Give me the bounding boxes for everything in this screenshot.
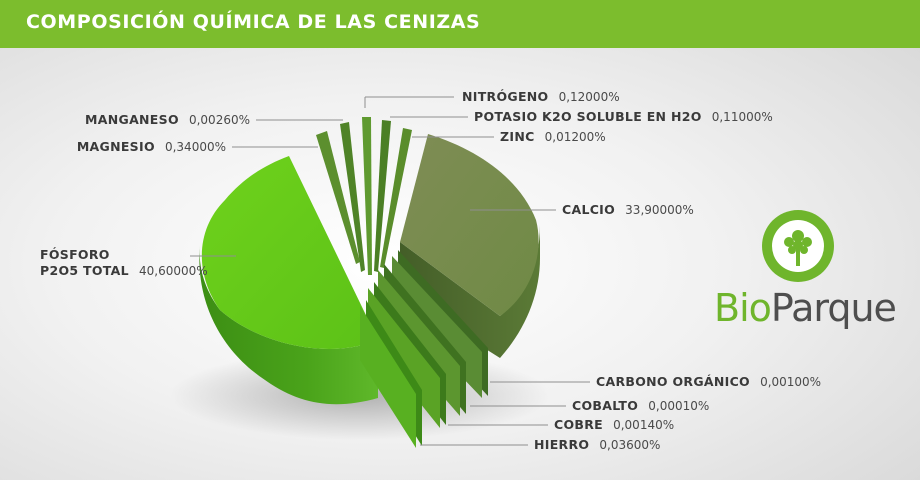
slice-calcio [400, 134, 540, 358]
label-fosforo: FÓSFORO [40, 247, 110, 262]
tree-icon [784, 230, 812, 266]
label-cobalto: COBALTO 0,00010% [572, 395, 709, 414]
leader-lines [190, 96, 590, 446]
slice-fosforo-top [201, 156, 378, 349]
thin-wedges-top [316, 117, 412, 275]
label-fosforo-line2: P2O5 TOTAL 40,60000% [40, 260, 208, 279]
label-potasio: POTASIO K2O SOLUBLE EN H2O 0,11000% [474, 106, 773, 125]
label-calcio: CALCIO 33,90000% [562, 199, 694, 218]
label-carbono: CARBONO ORGÁNICO 0,00100% [596, 371, 821, 390]
slice-manganeso [340, 122, 365, 272]
slice-fosforo [199, 156, 378, 405]
slice-calcio-top [400, 134, 539, 316]
label-nitrogeno: NITRÓGENO 0,12000% [462, 86, 620, 105]
label-hierro: HIERRO 0,03600% [534, 434, 660, 453]
slice-labels: NITRÓGENO 0,12000% POTASIO K2O SOLUBLE E… [40, 86, 821, 453]
brand-bio: Bio [714, 286, 772, 330]
slice-magnesio [316, 131, 360, 264]
bioparque-logo [762, 210, 834, 282]
label-cobre: COBRE 0,00140% [554, 414, 674, 433]
slice-nitrogeno [362, 117, 372, 275]
brand-parque: Parque [770, 286, 897, 330]
slice-zinc [380, 128, 412, 268]
slice-fosforo-side [199, 245, 378, 405]
chart-title: COMPOSICIÓN QUÍMICA DE LAS CENIZAS [26, 11, 481, 33]
label-magnesio: MAGNESIO 0,34000% [77, 136, 226, 155]
label-manganeso: MANGANESO 0,00260% [85, 109, 250, 128]
slice-calcio-side [400, 225, 540, 358]
thin-wedges-bottom [360, 250, 488, 448]
header-bar: COMPOSICIÓN QUÍMICA DE LAS CENIZAS [0, 0, 920, 48]
slice-hierro-face [360, 306, 416, 448]
label-zinc: ZINC 0,01200% [500, 126, 606, 145]
slice-potasio [374, 120, 391, 272]
brand-name: BioParque [714, 286, 897, 330]
